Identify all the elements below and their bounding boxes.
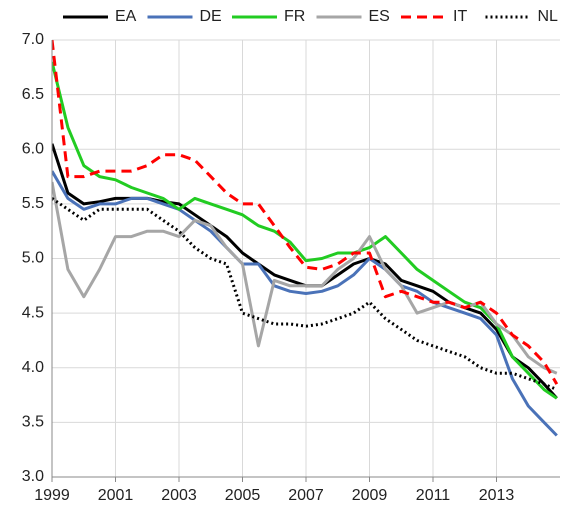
y-tick-label: 3.5 bbox=[22, 414, 44, 431]
series-line bbox=[52, 181, 558, 375]
y-tick-label: 6.0 bbox=[22, 140, 44, 157]
x-tick-label: 1999 bbox=[34, 487, 70, 504]
plot-area bbox=[52, 40, 559, 437]
y-tick-label: 5.5 bbox=[22, 195, 44, 212]
y-tick-label: 4.5 bbox=[22, 304, 44, 321]
x-tick-label: 2003 bbox=[161, 487, 197, 504]
x-tick-label: 2011 bbox=[416, 487, 451, 504]
x-tick-label: 2013 bbox=[479, 487, 515, 504]
series-line bbox=[52, 40, 559, 385]
series-line bbox=[52, 143, 558, 400]
legend-label: ES bbox=[369, 8, 390, 25]
legend-label: NL bbox=[538, 8, 559, 25]
series-line bbox=[52, 170, 558, 437]
y-tick-label: 6.5 bbox=[22, 86, 44, 103]
legend-label: FR bbox=[284, 8, 305, 25]
y-tick-label: 5.0 bbox=[22, 250, 44, 267]
y-tick-label: 4.0 bbox=[22, 359, 44, 376]
x-tick-label: 2005 bbox=[225, 487, 261, 504]
series-line bbox=[52, 61, 558, 400]
x-tick-label: 2009 bbox=[352, 487, 388, 504]
y-tick-label: 7.0 bbox=[22, 31, 44, 48]
x-tick-label: 2001 bbox=[98, 487, 134, 504]
legend-label: DE bbox=[200, 8, 222, 25]
legend-label: IT bbox=[453, 8, 467, 25]
legend: EA DE FR ES IT NL bbox=[63, 8, 558, 25]
series-line bbox=[52, 197, 558, 391]
legend-label: EA bbox=[115, 8, 137, 25]
y-tick-label: 3.0 bbox=[22, 468, 44, 485]
axis-labels: 3.0 3.5 4.0 4.5 5.0 5.5 6.0 6.5 7.0 1999 2001 2003 2… bbox=[22, 31, 560, 504]
x-tick-label: 2007 bbox=[288, 487, 324, 504]
